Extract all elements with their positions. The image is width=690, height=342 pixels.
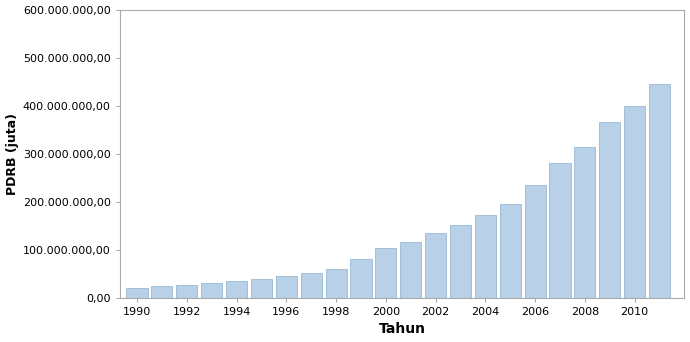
Bar bbox=[524, 185, 546, 298]
Bar bbox=[500, 204, 521, 298]
Bar bbox=[624, 106, 645, 298]
Bar bbox=[649, 84, 670, 298]
Bar bbox=[425, 233, 446, 298]
Bar bbox=[574, 146, 595, 298]
Bar bbox=[151, 286, 172, 298]
Bar bbox=[599, 122, 620, 298]
Bar bbox=[176, 285, 197, 298]
Bar bbox=[351, 260, 371, 298]
Bar bbox=[375, 248, 397, 298]
Bar bbox=[549, 163, 571, 298]
Y-axis label: PDRB (juta): PDRB (juta) bbox=[6, 113, 19, 195]
Bar bbox=[226, 281, 247, 298]
Bar bbox=[450, 225, 471, 298]
Bar bbox=[276, 276, 297, 298]
Bar bbox=[400, 242, 422, 298]
Bar bbox=[251, 279, 272, 298]
Bar bbox=[475, 215, 496, 298]
Bar bbox=[201, 284, 222, 298]
X-axis label: Tahun: Tahun bbox=[379, 323, 426, 337]
Bar bbox=[301, 273, 322, 298]
Bar bbox=[326, 269, 346, 298]
Bar bbox=[126, 288, 148, 298]
